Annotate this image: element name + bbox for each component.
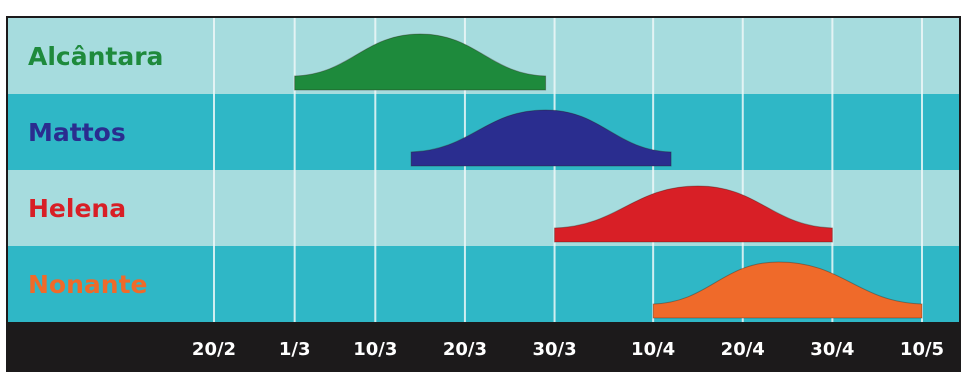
x-tick-label: 20/4 (721, 339, 765, 360)
x-tick-label: 1/3 (279, 339, 311, 360)
series-area-mattos (410, 109, 672, 167)
x-tick-label: 30/4 (810, 339, 854, 360)
x-tick-label: 10/4 (631, 339, 675, 360)
series-area-alcântara (294, 33, 547, 91)
x-tick-label: 10/3 (353, 339, 397, 360)
series-area-nonante (652, 261, 923, 319)
x-tick-label: 10/5 (900, 339, 944, 360)
series-label: Mattos (28, 118, 126, 147)
x-tick-label: 20/3 (443, 339, 487, 360)
x-tick-label: 30/3 (532, 339, 576, 360)
x-tick-label: 20/2 (192, 339, 236, 360)
series-area-helena (554, 185, 833, 243)
series-label: Alcântara (28, 42, 163, 71)
series-label: Helena (28, 194, 126, 223)
x-axis-bar (8, 322, 959, 370)
series-label: Nonante (28, 270, 147, 299)
